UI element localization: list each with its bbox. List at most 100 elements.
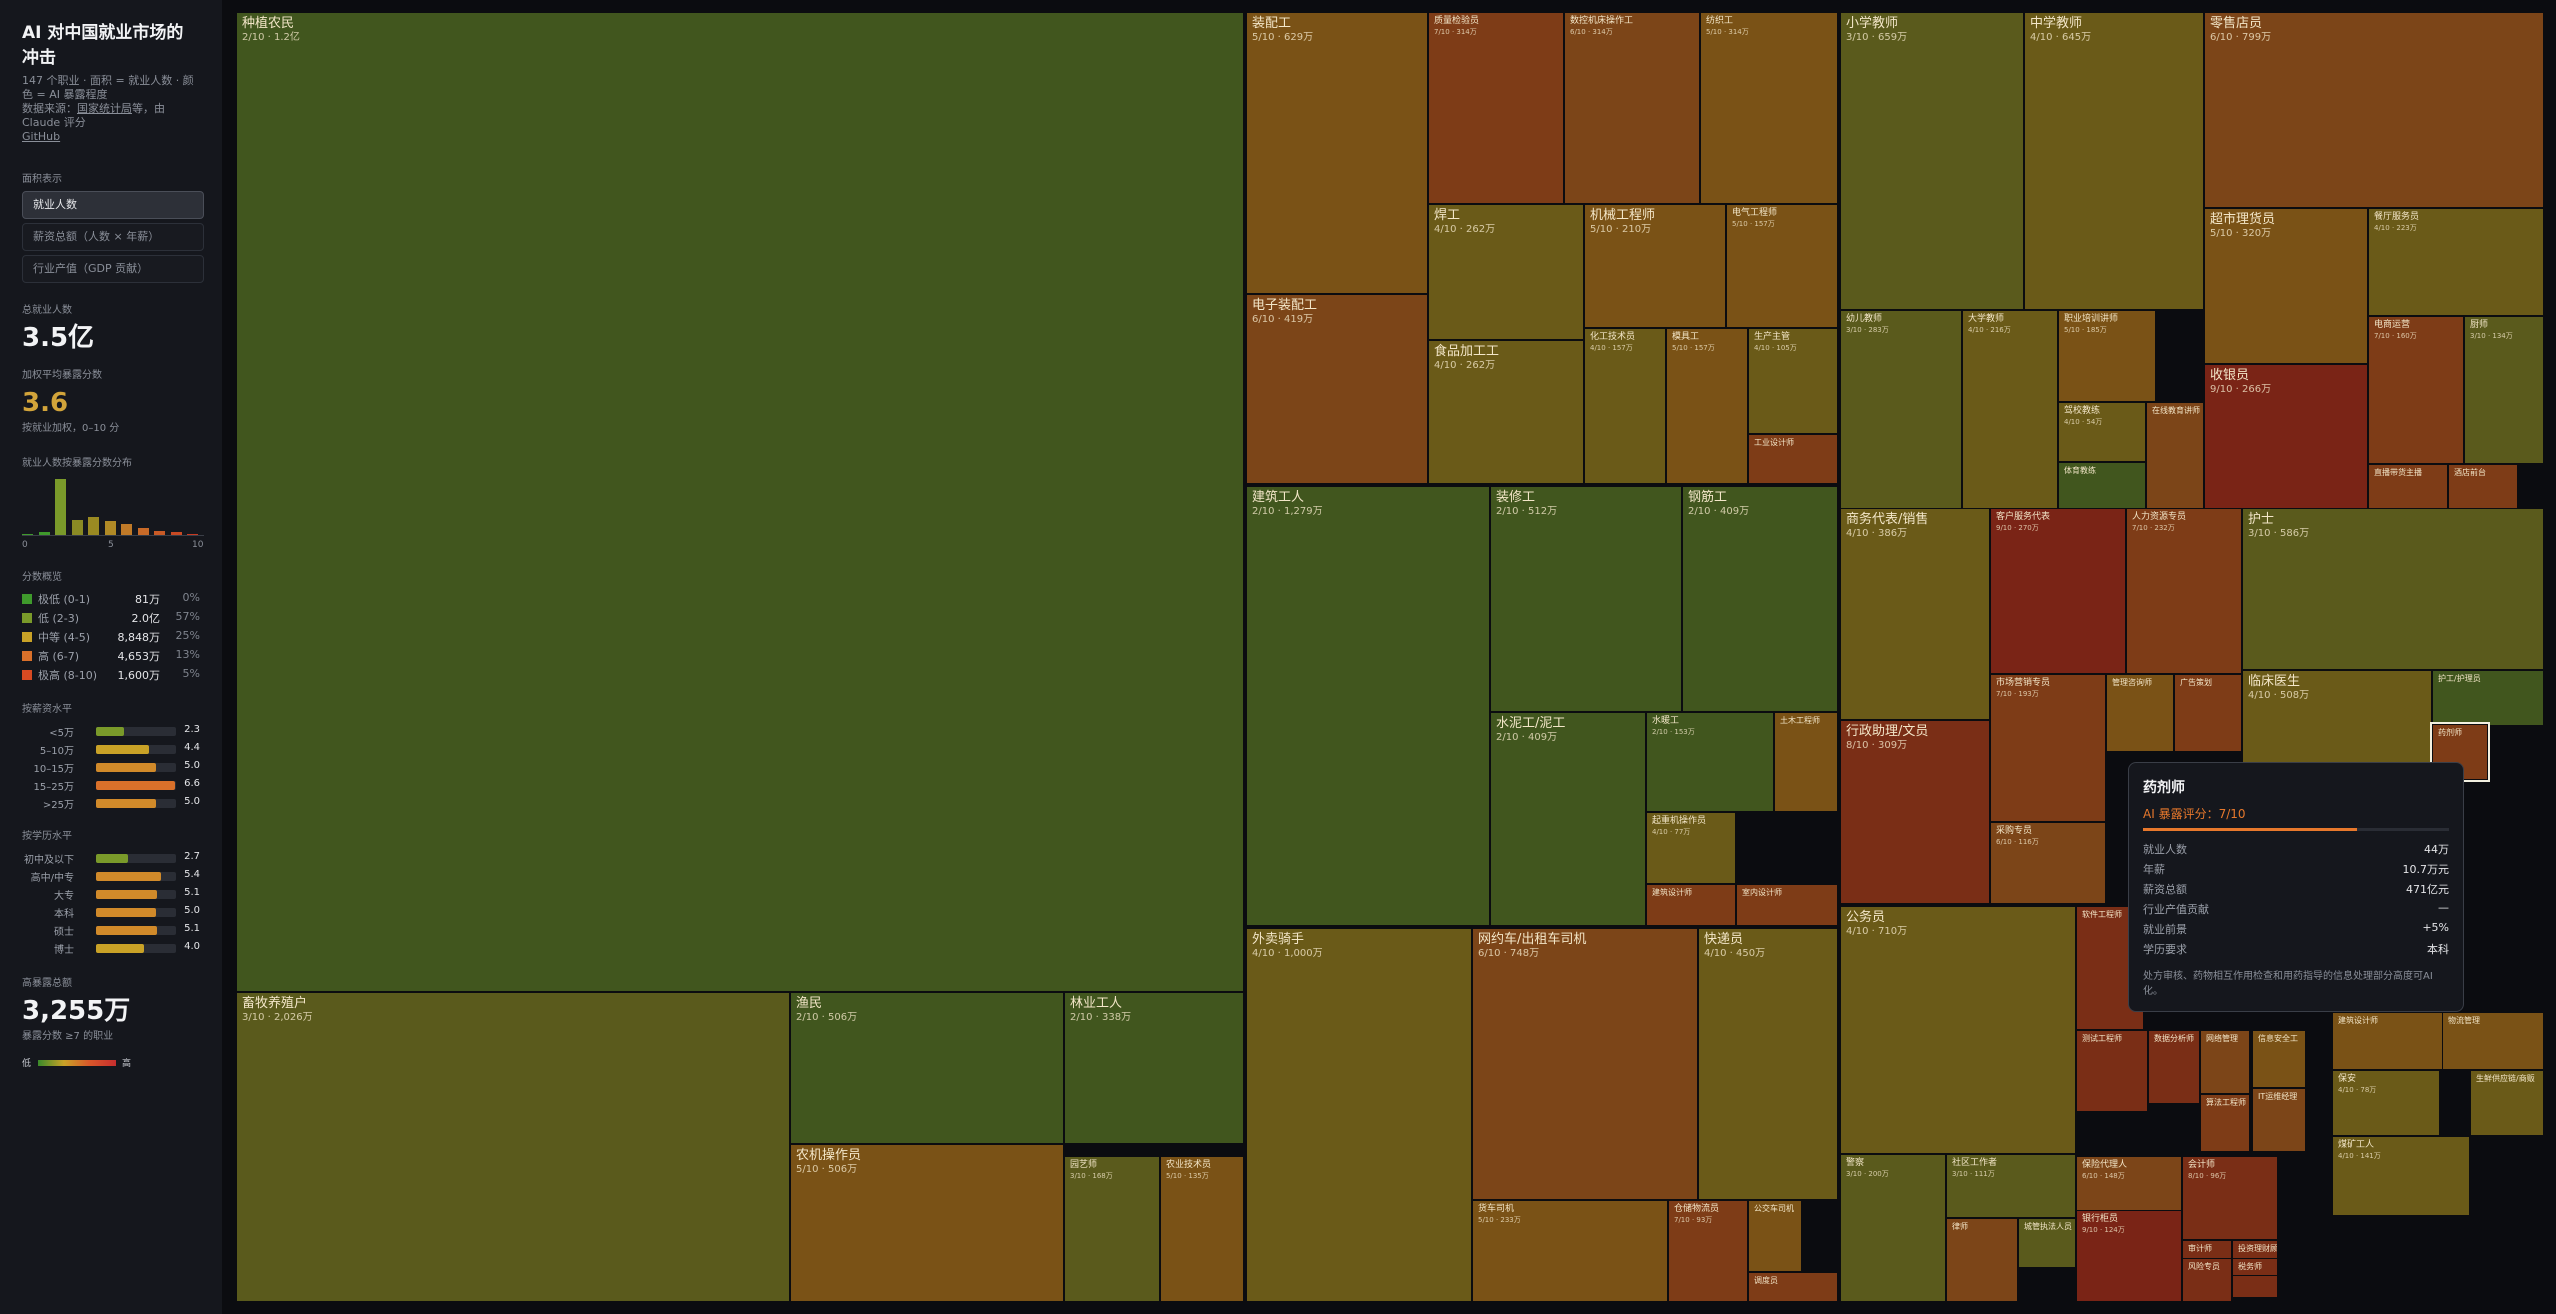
cell-meta: 2/10 · 153万 xyxy=(1652,728,1695,736)
treemap-cell[interactable]: 保安 4/10 · 78万 xyxy=(2332,1070,2440,1136)
treemap-cell[interactable]: 数据分析师 xyxy=(2148,1030,2200,1104)
cell-meta: 6/10 · 799万 xyxy=(2210,32,2272,43)
treemap-cell[interactable]: 职业培训讲师 5/10 · 185万 xyxy=(2058,310,2156,402)
treemap-cell[interactable]: 护工/护理员2/10 · 73万 xyxy=(2432,670,2544,726)
score-histogram xyxy=(22,475,204,536)
mode-wage-button[interactable]: 薪资总额（人数 × 年薪） xyxy=(22,223,204,251)
treemap-cell[interactable]: 起重机操作员 4/10 · 77万 xyxy=(1646,812,1736,884)
cell-name: 体育教练 xyxy=(2064,466,2096,475)
treemap-cell[interactable]: 体育教练2/10 · 54万 xyxy=(2058,462,2146,516)
cell-name: 算法工程师 xyxy=(2206,1098,2246,1107)
treemap-cell[interactable]: 电气工程师 5/10 · 157万 xyxy=(1726,204,1838,328)
treemap-cell[interactable]: 直播带货主播7/10 · 53万 xyxy=(2368,464,2448,516)
treemap-cell[interactable]: 物流管理5/10 · 115万 xyxy=(2442,1012,2544,1070)
treemap-cell[interactable]: 食品加工工 4/10 · 262万 xyxy=(1428,340,1584,484)
treemap-cell[interactable]: 仓储物流员 7/10 · 93万 xyxy=(1668,1200,1748,1302)
cell-meta: 4/10 · 645万 xyxy=(2030,32,2092,43)
treemap-cell[interactable]: 焊工 4/10 · 262万 xyxy=(1428,204,1584,340)
treemap-cell[interactable]: 电子装配工 6/10 · 419万 xyxy=(1246,294,1428,484)
treemap-cell[interactable]: 网络管理 xyxy=(2200,1030,2250,1094)
cell-meta: 4/10 · 262万 xyxy=(1434,224,1496,235)
treemap-cell[interactable]: 会计师 8/10 · 96万 xyxy=(2182,1156,2278,1240)
treemap-cell[interactable]: 质量检验员 7/10 · 314万 xyxy=(1428,12,1564,204)
treemap-cell[interactable]: 市场营销专员 7/10 · 193万 xyxy=(1990,674,2106,822)
treemap-cell[interactable]: 网约车/出租车司机 6/10 · 748万 xyxy=(1472,928,1698,1200)
source-link[interactable]: 国家统计局 xyxy=(77,102,132,115)
treemap-cell[interactable]: 货车司机 5/10 · 233万 xyxy=(1472,1200,1668,1302)
treemap-cell[interactable]: 渔民 2/10 · 506万 xyxy=(790,992,1064,1144)
treemap-cell[interactable]: 外卖骑手 4/10 · 1,000万 xyxy=(1246,928,1472,1302)
treemap-cell[interactable]: 数控机床操作工 6/10 · 314万 xyxy=(1564,12,1700,204)
treemap-cell[interactable]: 警察 3/10 · 200万 xyxy=(1840,1154,1946,1302)
treemap-cell[interactable]: 测试工程师8/10 · 60万 xyxy=(2076,1030,2148,1112)
treemap-cell[interactable]: 工业设计师7/10 · 52万 xyxy=(1748,434,1838,484)
treemap-cell[interactable]: 公交车司机 xyxy=(1748,1200,1802,1272)
treemap-cell[interactable]: 超市理货员 5/10 · 320万 xyxy=(2204,208,2368,364)
tier-name: 极高 (8-10) xyxy=(38,669,98,682)
treemap-cell[interactable]: 客户服务代表 9/10 · 270万 xyxy=(1990,508,2126,674)
treemap-cell[interactable]: 管理咨询师5/10 · 77万 xyxy=(2106,674,2174,752)
treemap-cell[interactable]: 调度员 xyxy=(1748,1272,1838,1302)
treemap-cell[interactable]: 商务代表/销售 4/10 · 386万 xyxy=(1840,508,1990,720)
treemap-cell[interactable]: 机械工程师 5/10 · 210万 xyxy=(1584,204,1726,328)
treemap-cell[interactable]: 人力资源专员 7/10 · 232万 xyxy=(2126,508,2242,674)
treemap-cell[interactable]: 土木工程师5/10 · 77万 xyxy=(1774,712,1838,812)
treemap-cell[interactable]: 收银员 9/10 · 266万 xyxy=(2204,364,2368,516)
treemap-cell[interactable]: 化工技术员 4/10 · 157万 xyxy=(1584,328,1666,484)
tier-row: 极低 (0-1) 81万 0% xyxy=(22,589,200,608)
treemap-cell[interactable]: IT运维经理 xyxy=(2252,1088,2306,1152)
treemap-cell[interactable]: 建筑设计师5/10 · 50万 xyxy=(2332,1012,2452,1070)
cell-name: 幼儿教师 xyxy=(1846,314,1883,324)
treemap-cell[interactable]: 小学教师 3/10 · 659万 xyxy=(1840,12,2024,310)
tier-swatch xyxy=(22,594,32,604)
treemap-cell[interactable]: 律师6/10 · 63万 xyxy=(1946,1218,2018,1302)
treemap-cell[interactable]: 信息安全工 xyxy=(2252,1030,2306,1088)
treemap-cell[interactable]: 风险专员 xyxy=(2182,1258,2232,1302)
treemap-cell[interactable]: 生鲜供应链/商贩 xyxy=(2470,1070,2544,1136)
treemap-cell[interactable]: 税务师 xyxy=(2232,1258,2278,1276)
mode-gdp-button[interactable]: 行业产值（GDP 贡献） xyxy=(22,255,204,283)
treemap-cell[interactable]: 装修工 2/10 · 512万 xyxy=(1490,486,1682,712)
treemap-cell[interactable]: 快递员 4/10 · 450万 xyxy=(1698,928,1838,1200)
treemap-cell[interactable]: 中学教师 4/10 · 645万 xyxy=(2024,12,2204,310)
treemap-cell[interactable]: 煤矿工人 4/10 · 141万 xyxy=(2332,1136,2470,1216)
treemap-cell[interactable]: 建筑工人 2/10 · 1,279万 xyxy=(1246,486,1490,926)
treemap-cell[interactable]: 水暖工 2/10 · 153万 xyxy=(1646,712,1774,812)
treemap-cell[interactable]: 畜牧养殖户 3/10 · 2,026万 xyxy=(236,992,790,1302)
treemap-cell[interactable]: 电商运营 7/10 · 160万 xyxy=(2368,316,2464,464)
treemap-cell[interactable]: 厨师 3/10 · 134万 xyxy=(2464,316,2544,464)
treemap-cell[interactable]: 大学教师 4/10 · 216万 xyxy=(1962,310,2058,516)
mode-employment-button[interactable]: 就业人数 xyxy=(22,191,204,219)
treemap-cell[interactable]: 银行柜员 9/10 · 124万 xyxy=(2076,1210,2182,1302)
treemap-cell[interactable]: 农机操作员 5/10 · 506万 xyxy=(790,1144,1064,1302)
tooltip-key: 行业产值贡献 xyxy=(2143,903,2209,916)
treemap-cell[interactable]: 社区工作者 3/10 · 111万 xyxy=(1946,1154,2076,1218)
treemap-cell[interactable]: 算法工程师 xyxy=(2200,1094,2250,1152)
treemap-cell[interactable]: 采购专员 6/10 · 116万 xyxy=(1990,822,2106,904)
treemap-cell[interactable]: 零售店员 6/10 · 799万 xyxy=(2204,12,2544,208)
treemap-cell[interactable]: 林业工人 2/10 · 338万 xyxy=(1064,992,1244,1144)
treemap-cell[interactable]: 行政助理/文员 8/10 · 309万 xyxy=(1840,720,1990,904)
treemap-cell[interactable]: 纺织工 5/10 · 314万 xyxy=(1700,12,1838,204)
cell-name: 药剂师 xyxy=(2438,728,2462,737)
treemap-cell[interactable]: 室内设计师 xyxy=(1736,884,1838,926)
treemap-cell[interactable]: 餐厅服务员 4/10 · 223万 xyxy=(2368,208,2544,316)
treemap-cell[interactable]: 护士 3/10 · 586万 xyxy=(2242,508,2544,670)
treemap-cell[interactable]: 生产主管 4/10 · 105万 xyxy=(1748,328,1838,434)
treemap-cell[interactable]: 广告策划7/10 · 77万 xyxy=(2174,674,2242,752)
github-link[interactable]: GitHub xyxy=(22,130,61,143)
treemap-cell[interactable]: 钢筋工 2/10 · 409万 xyxy=(1682,486,1838,712)
treemap-cell[interactable]: 水泥工/泥工 2/10 · 409万 xyxy=(1490,712,1646,926)
treemap-cell[interactable]: 种植农民 2/10 · 1.2亿 xyxy=(236,12,1244,992)
treemap-cell[interactable]: 装配工 5/10 · 629万 xyxy=(1246,12,1428,294)
treemap-cell[interactable]: 园艺师 3/10 · 168万 xyxy=(1064,1156,1160,1302)
total-value: 3.5亿 xyxy=(22,323,95,353)
treemap-cell[interactable]: 公务员 4/10 · 710万 xyxy=(1840,906,2076,1154)
treemap-cell[interactable]: 驾校教练 4/10 · 54万 xyxy=(2058,402,2146,462)
treemap-cell[interactable]: 在线教育讲师 xyxy=(2146,402,2204,516)
treemap-cell[interactable]: 幼儿教师 3/10 · 283万 xyxy=(1840,310,1962,516)
treemap-cell[interactable]: 建筑设计师7/10 · 51万 xyxy=(1646,884,1736,926)
treemap-cell[interactable]: 城管执法人员 xyxy=(2018,1218,2076,1268)
treemap-cell[interactable]: 农业技术员 5/10 · 135万 xyxy=(1160,1156,1244,1302)
treemap-cell[interactable]: 模具工 5/10 · 157万 xyxy=(1666,328,1748,484)
